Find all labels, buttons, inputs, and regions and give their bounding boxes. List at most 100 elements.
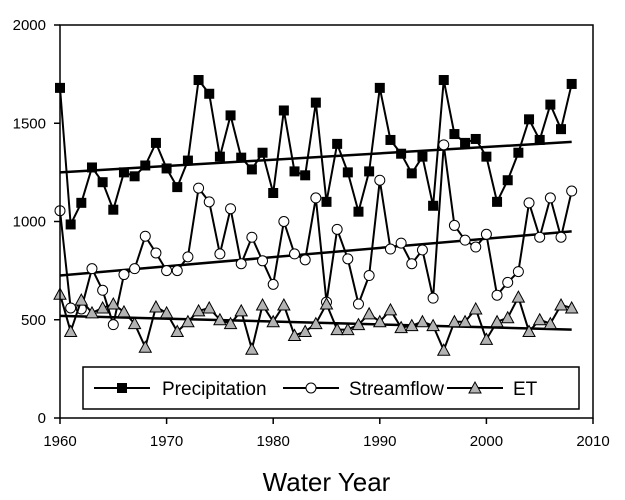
x-tick-label: 1990 [363, 433, 396, 450]
et-point [127, 316, 142, 330]
et-point [383, 302, 398, 316]
et-point [362, 306, 376, 320]
et-point [554, 297, 568, 311]
et-point [266, 314, 281, 328]
streamflow-point [203, 196, 215, 208]
et-point [85, 305, 99, 319]
et-point [95, 300, 110, 314]
streamflow-point [246, 231, 258, 243]
precipitation-point [204, 88, 215, 99]
streamflow-point [416, 244, 428, 256]
precipitation-point [300, 170, 311, 181]
streamflow-point [512, 266, 524, 278]
precipitation-series [55, 75, 577, 230]
et-point [394, 320, 408, 334]
et-point [138, 340, 153, 353]
precipitation-point [492, 196, 503, 207]
streamflow-point [480, 228, 492, 240]
streamflow-point [139, 230, 151, 242]
streamflow-point [97, 284, 109, 296]
streamflow-point [214, 248, 226, 260]
et-point [404, 318, 419, 332]
x-tick-label: 1960 [43, 433, 76, 450]
et-point [564, 300, 579, 314]
precipitation-point [502, 175, 513, 186]
et-point [479, 332, 494, 345]
precipitation-point [460, 137, 471, 148]
streamflow-point [86, 263, 98, 275]
streamflow-point [566, 185, 578, 197]
precipitation-point [161, 163, 172, 174]
streamflow-point [395, 237, 407, 249]
et-point [351, 317, 366, 331]
precipitation-point [534, 134, 545, 145]
streamflow-point [555, 231, 567, 243]
precipitation-point [417, 151, 428, 162]
precipitation-point [129, 171, 140, 182]
streamflow-point [331, 223, 343, 235]
precipitation-trend-line [59, 140, 572, 174]
precipitation-point [406, 168, 417, 179]
et-point [298, 324, 313, 338]
streamflow-point [310, 192, 322, 204]
et-point [245, 342, 259, 355]
streamflow-point [502, 276, 514, 288]
streamflow-point [193, 182, 205, 194]
x-tick-label: 1970 [150, 433, 183, 450]
streamflow-point [182, 251, 194, 263]
precipitation-point [278, 105, 289, 116]
et-point [223, 316, 238, 330]
streamflow-point [363, 270, 375, 282]
et-point [490, 314, 504, 328]
streamflow-point [491, 289, 503, 301]
precipitation-point [321, 196, 332, 207]
et-point [522, 324, 536, 338]
streamflow-point [544, 192, 556, 204]
et-point [458, 314, 472, 328]
legend-marker-precipitation [117, 383, 127, 393]
precipitation-point [246, 164, 257, 175]
precipitation-point [438, 75, 449, 86]
streamflow-point [523, 197, 535, 209]
precipitation-point [566, 78, 577, 89]
et-point [372, 314, 387, 328]
et-point [202, 300, 217, 314]
et-point [106, 296, 121, 310]
et-point [308, 316, 323, 330]
et-point [181, 314, 195, 328]
precipitation-point [97, 177, 108, 188]
et-point [213, 312, 227, 326]
y-tick-label: 500 [21, 312, 46, 329]
streamflow-point [406, 258, 418, 270]
precipitation-point [86, 162, 97, 173]
precipitation-point [257, 147, 268, 158]
precipitation-point [310, 97, 321, 108]
precipitation-point [481, 151, 492, 162]
precipitation-point [332, 138, 343, 149]
precipitation-point [140, 160, 151, 171]
precipitation-point [225, 110, 236, 121]
streamflow-point [299, 254, 311, 266]
streamflow-point [118, 269, 130, 281]
precipitation-point [150, 137, 161, 148]
x-tick-label: 2000 [470, 433, 503, 450]
precipitation-point [342, 167, 353, 178]
precipitation-point [118, 167, 129, 178]
precipitation-point [364, 166, 375, 177]
precipitation-point [108, 204, 119, 215]
streamflow-point [65, 302, 77, 314]
precipitation-point [449, 129, 460, 140]
et-point [149, 299, 163, 313]
precipitation-point [374, 82, 385, 93]
streamflow-point [352, 298, 364, 310]
et-point [468, 301, 483, 315]
et-point [330, 322, 345, 336]
precipitation-point [214, 151, 225, 162]
et-point [287, 328, 302, 341]
streamflow-point [161, 265, 173, 277]
plot-area-frame [59, 24, 594, 419]
legend-label-precipitation: Precipitation [162, 379, 267, 400]
y-tick-label: 1500 [13, 115, 46, 132]
et-point [319, 296, 334, 310]
